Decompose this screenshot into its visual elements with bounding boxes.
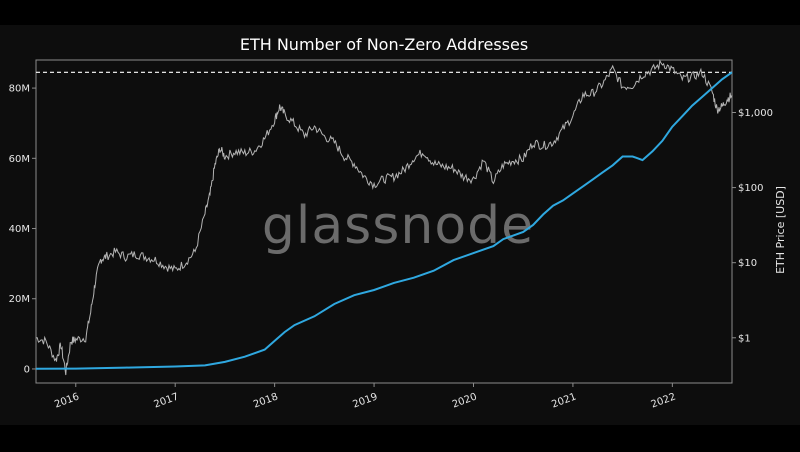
x-tick-label: 2020: [451, 391, 479, 410]
y-left-tick-label: 80M: [9, 84, 30, 95]
chart-frame: ETH Number of Non-Zero Addresses glassno…: [0, 25, 800, 425]
x-tick-label: 2022: [650, 391, 678, 410]
y-left-tick-label: 60M: [9, 154, 30, 165]
x-tick-label: 2017: [153, 391, 181, 410]
chart-title: ETH Number of Non-Zero Addresses: [240, 35, 528, 54]
non-zero-addresses-line: [35, 71, 733, 370]
watermark: glassnode: [262, 196, 534, 256]
y-left-tick-label: 40M: [9, 224, 30, 235]
y-left-tick-label: 20M: [9, 294, 30, 305]
plot-area: [35, 59, 733, 384]
y-left-tick-label: 0: [24, 364, 30, 375]
x-tick-label: 2019: [351, 391, 379, 410]
x-tick-label: 2021: [550, 391, 578, 410]
chart: ETH Number of Non-Zero Addresses glassno…: [9, 35, 787, 411]
eth-price-line: [35, 59, 733, 376]
y-right-axis: $1 $10 $100 $1,000: [732, 108, 773, 344]
x-tick-label: 2018: [252, 391, 280, 410]
y-right-tick-label: $10: [738, 258, 757, 269]
x-tick-label: 2016: [53, 391, 81, 410]
y-right-tick-label: $1,000: [738, 108, 773, 119]
x-axis: 2016 2017 2018 2019 2020 2021 2022: [53, 383, 677, 411]
y-right-tick-label: $100: [738, 183, 763, 194]
y-right-axis-label: ETH Price [USD]: [774, 186, 787, 274]
y-left-axis: 0 20M 40M 60M 80M: [9, 84, 36, 375]
y-right-tick-label: $1: [738, 333, 751, 344]
